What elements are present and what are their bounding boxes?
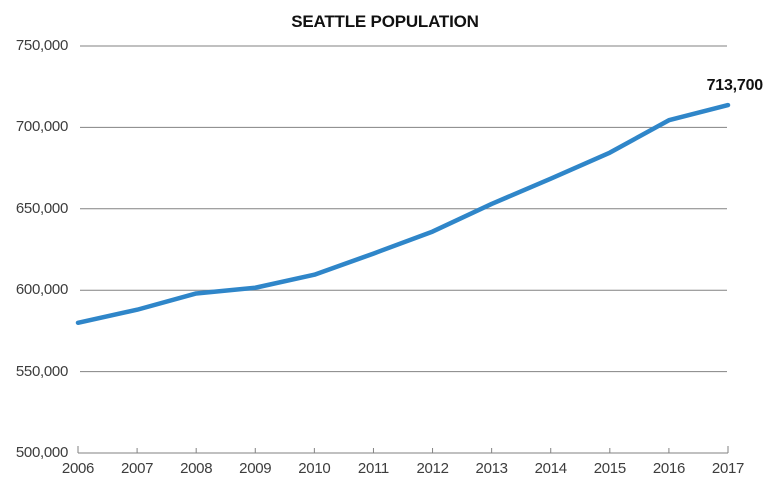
x-tick-label: 2014 [534,460,567,477]
y-tick-label: 600,000 [15,281,68,299]
x-tick-label: 2012 [416,460,449,477]
x-tick-label: 2013 [475,460,508,477]
population-line [75,102,731,326]
y-tick-label: 550,000 [15,362,68,380]
y-tick-label: 700,000 [15,118,68,136]
x-tick-label: 2010 [298,460,331,477]
x-tick-label: 2007 [120,460,154,477]
x-tick-label: 2009 [239,460,272,477]
last-point-value-label: 713,700 [706,77,764,94]
x-tick-label: 2016 [652,460,685,477]
y-tick-label: 650,000 [15,199,68,217]
x-tick-label: 2015 [593,460,626,477]
y-tick-label: 750,000 [15,37,68,54]
x-tick-label: 2011 [357,460,389,477]
x-tick-label: 2017 [711,460,745,477]
x-tick-label: 2008 [180,460,213,477]
x-tick-label: 2006 [61,460,95,477]
chart-title: SEATTLE POPULATION [291,12,479,31]
y-tick-label: 500,000 [15,444,68,461]
